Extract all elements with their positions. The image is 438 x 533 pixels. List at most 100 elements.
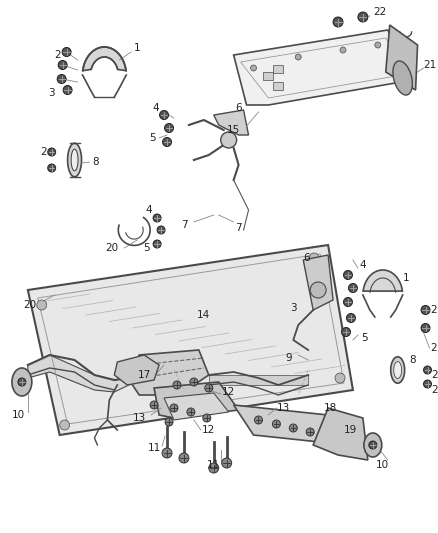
Text: 4: 4 xyxy=(153,103,159,113)
Circle shape xyxy=(165,124,173,133)
Text: 1: 1 xyxy=(134,43,141,53)
Circle shape xyxy=(358,12,368,22)
Text: 20: 20 xyxy=(105,243,118,253)
Polygon shape xyxy=(233,30,413,105)
Circle shape xyxy=(340,47,346,53)
Circle shape xyxy=(162,448,172,458)
Polygon shape xyxy=(164,393,229,420)
Circle shape xyxy=(369,441,377,449)
Text: 13: 13 xyxy=(277,403,290,413)
Polygon shape xyxy=(71,149,78,171)
Circle shape xyxy=(335,373,345,383)
Circle shape xyxy=(18,378,26,386)
Polygon shape xyxy=(233,405,348,445)
Text: 15: 15 xyxy=(227,125,240,135)
Polygon shape xyxy=(28,355,139,392)
Circle shape xyxy=(310,282,326,298)
Text: 4: 4 xyxy=(146,205,152,215)
Circle shape xyxy=(333,17,343,27)
Text: 2: 2 xyxy=(431,370,438,380)
Text: 3: 3 xyxy=(290,303,297,313)
Text: 6: 6 xyxy=(303,253,310,263)
Text: 17: 17 xyxy=(138,370,151,380)
Polygon shape xyxy=(313,408,368,460)
Circle shape xyxy=(421,324,430,333)
Polygon shape xyxy=(209,375,308,385)
Text: 2: 2 xyxy=(431,385,438,395)
Circle shape xyxy=(63,85,72,94)
Text: 20: 20 xyxy=(23,300,36,310)
Text: 11: 11 xyxy=(148,443,161,453)
Text: 8: 8 xyxy=(92,157,99,167)
Polygon shape xyxy=(386,25,417,90)
Text: 9: 9 xyxy=(285,353,292,363)
Bar xyxy=(273,82,283,90)
Circle shape xyxy=(48,148,56,156)
Text: 10: 10 xyxy=(11,410,25,420)
Text: 22: 22 xyxy=(373,7,386,17)
Circle shape xyxy=(203,414,211,422)
Text: 21: 21 xyxy=(423,60,436,70)
Circle shape xyxy=(205,384,213,392)
Circle shape xyxy=(170,404,178,412)
Circle shape xyxy=(424,366,431,374)
Polygon shape xyxy=(363,270,403,291)
Polygon shape xyxy=(303,255,333,310)
Circle shape xyxy=(57,75,66,84)
Text: 8: 8 xyxy=(409,355,416,365)
Polygon shape xyxy=(83,47,126,70)
Circle shape xyxy=(153,214,161,222)
Circle shape xyxy=(272,420,280,428)
Circle shape xyxy=(254,416,262,424)
Circle shape xyxy=(173,381,181,389)
Circle shape xyxy=(58,61,67,69)
Circle shape xyxy=(221,132,237,148)
Circle shape xyxy=(209,463,219,473)
Circle shape xyxy=(190,378,198,386)
Polygon shape xyxy=(391,357,405,383)
Text: 2: 2 xyxy=(40,147,47,157)
Text: 5: 5 xyxy=(149,133,155,143)
Circle shape xyxy=(37,300,47,310)
Circle shape xyxy=(306,428,314,436)
Circle shape xyxy=(346,313,355,322)
Circle shape xyxy=(342,327,350,336)
Text: 10: 10 xyxy=(376,460,389,470)
Ellipse shape xyxy=(393,61,413,95)
Text: 4: 4 xyxy=(360,260,366,270)
Circle shape xyxy=(153,240,161,248)
Circle shape xyxy=(165,418,173,426)
Polygon shape xyxy=(214,110,248,135)
Polygon shape xyxy=(154,382,239,418)
Text: 2: 2 xyxy=(430,343,437,353)
Text: 1: 1 xyxy=(403,273,409,283)
Text: 3: 3 xyxy=(48,88,55,98)
Circle shape xyxy=(421,305,430,314)
Text: 5: 5 xyxy=(143,243,149,253)
Circle shape xyxy=(290,424,297,432)
Circle shape xyxy=(179,453,189,463)
Text: 5: 5 xyxy=(361,333,368,343)
Text: 2: 2 xyxy=(54,50,61,60)
Text: 2: 2 xyxy=(430,305,437,315)
Circle shape xyxy=(162,138,172,147)
Circle shape xyxy=(424,380,431,388)
Bar xyxy=(273,65,283,73)
Polygon shape xyxy=(129,350,209,395)
Text: 6: 6 xyxy=(235,103,242,113)
Circle shape xyxy=(309,253,319,263)
Text: 14: 14 xyxy=(197,310,210,320)
Circle shape xyxy=(60,420,70,430)
Bar xyxy=(264,72,273,80)
Circle shape xyxy=(349,284,357,293)
Text: 18: 18 xyxy=(323,403,337,413)
Circle shape xyxy=(222,458,232,468)
Text: 12: 12 xyxy=(202,425,215,435)
Text: 11: 11 xyxy=(207,460,220,470)
Circle shape xyxy=(343,271,353,279)
Circle shape xyxy=(159,110,169,119)
Polygon shape xyxy=(67,143,81,177)
Circle shape xyxy=(375,42,381,48)
Polygon shape xyxy=(28,245,353,435)
Circle shape xyxy=(48,164,56,172)
